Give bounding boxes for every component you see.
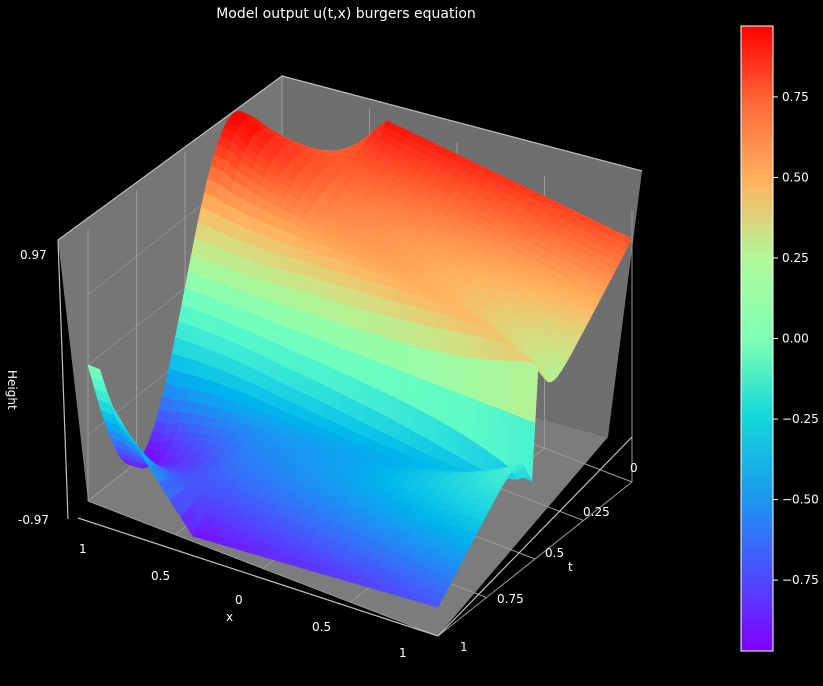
x-tick-label: 0 — [235, 593, 243, 607]
z-tick-bottom: -0.97 — [18, 513, 49, 527]
t-tick-labels: 0 0.25 0.5 0.75 1 — [460, 461, 638, 654]
colorbar-tick-label: 0.00 — [782, 332, 809, 346]
x-tick-label: 1 — [399, 646, 407, 660]
t-tick-label: 0 — [630, 461, 638, 475]
t-tick-label: 0.25 — [583, 505, 610, 519]
chart-title: Model output u(t,x) burgers equation — [216, 6, 476, 22]
z-axis-label: Height — [5, 370, 19, 410]
x-tick-label: 1 — [79, 542, 87, 556]
x-tick-label: 0.5 — [151, 569, 170, 583]
colorbar-ticks: 0.75 0.50 0.25 0.00 −0.25 −0.50 −0.75 — [773, 90, 819, 587]
solution-surface — [87, 110, 633, 608]
colorbar-tick-label: 0.75 — [782, 90, 809, 104]
colorbar-tick-label: 0.25 — [782, 251, 809, 265]
x-axis-label: x — [226, 610, 233, 624]
colorbar-tick-label: −0.75 — [782, 573, 819, 587]
colorbar: 0.75 0.50 0.25 0.00 −0.25 −0.50 −0.75 — [740, 25, 819, 652]
t-tick-label: 0.75 — [497, 592, 524, 606]
z-tick-top: 0.97 — [20, 248, 47, 262]
axis-edges — [57, 75, 643, 637]
colorbar-gradient — [740, 25, 774, 652]
surface-patch — [425, 597, 442, 608]
colorbar-tick-label: 0.50 — [782, 170, 809, 184]
t-tick-label: 1 — [460, 640, 468, 654]
x-tick-labels: 1 0.5 0 0.5 1 — [79, 542, 407, 660]
colorbar-tick-label: −0.25 — [782, 412, 819, 426]
t-tick-label: 0.5 — [545, 546, 564, 560]
x-tick-label: 0.5 — [312, 620, 331, 634]
t-axis-label: t — [568, 560, 573, 574]
colorbar-tick-label: −0.50 — [782, 493, 819, 507]
